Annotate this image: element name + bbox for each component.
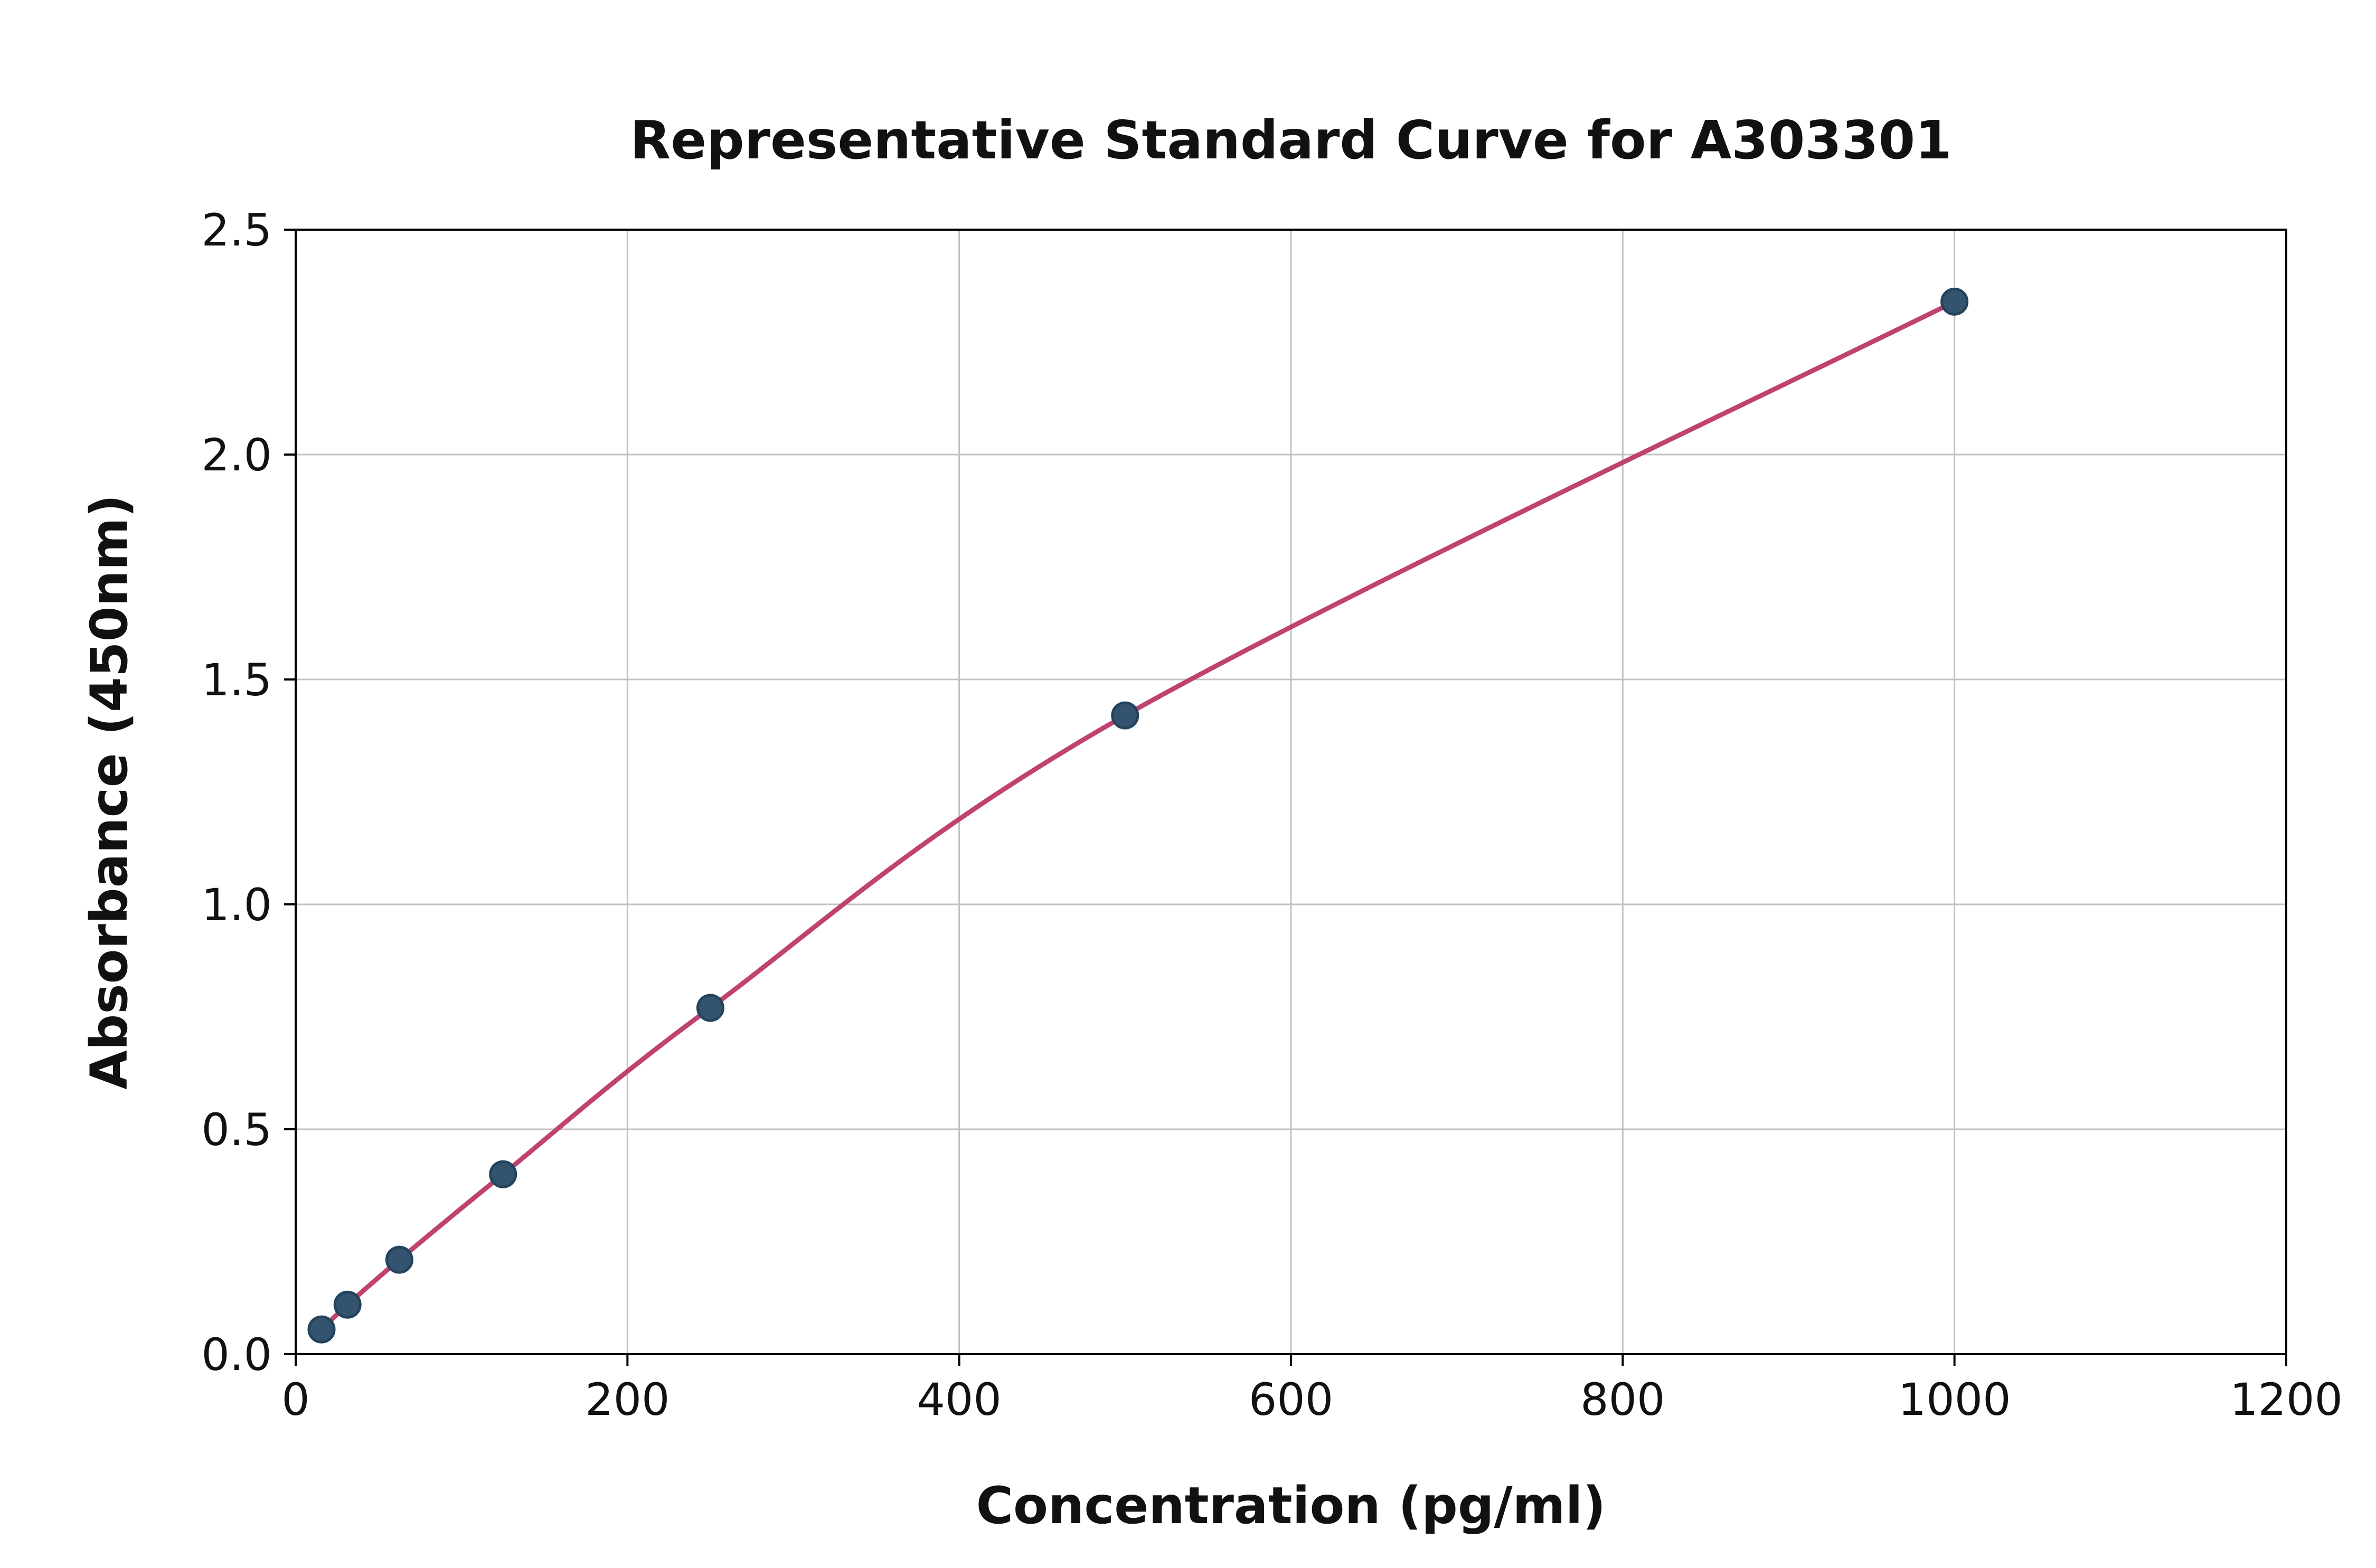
- data-point: [307, 1315, 336, 1344]
- data-point: [1111, 701, 1139, 730]
- x-tick-label: 800: [1580, 1374, 1665, 1425]
- data-point: [333, 1290, 362, 1319]
- data-point: [385, 1245, 413, 1274]
- data-point: [489, 1160, 517, 1188]
- x-tick-label: 0: [281, 1374, 309, 1425]
- y-tick-label: 0.0: [201, 1329, 272, 1381]
- y-axis-label: Absorbance (450nm): [80, 494, 139, 1089]
- x-tick-label: 1200: [2230, 1374, 2343, 1425]
- x-tick-label: 200: [585, 1374, 670, 1425]
- gridline-layer: [295, 229, 2287, 1355]
- data-point: [696, 994, 724, 1022]
- y-tick-label: 2.5: [201, 204, 272, 256]
- plot-area: [307, 287, 1969, 1344]
- chart-title: Representative Standard Curve for A30330…: [630, 109, 1951, 171]
- x-tick-label: 400: [917, 1374, 1001, 1425]
- y-tick-label: 2.0: [201, 429, 272, 481]
- x-tick-label: 600: [1249, 1374, 1333, 1425]
- x-tick-label: 1000: [1898, 1374, 2011, 1425]
- standard-curve-line: [319, 299, 1957, 1332]
- data-point: [1940, 287, 1969, 316]
- x-axis-label: Concentration (pg/ml): [976, 1476, 1606, 1535]
- y-tick-label: 1.0: [201, 879, 272, 931]
- tick-layer: 0 200 400 600 800 1000 1200 0.0 0.5 1.0 1.5 2.0 2.5: [201, 204, 2342, 1425]
- y-tick-label: 0.5: [201, 1104, 272, 1156]
- y-tick-label: 1.5: [201, 654, 272, 706]
